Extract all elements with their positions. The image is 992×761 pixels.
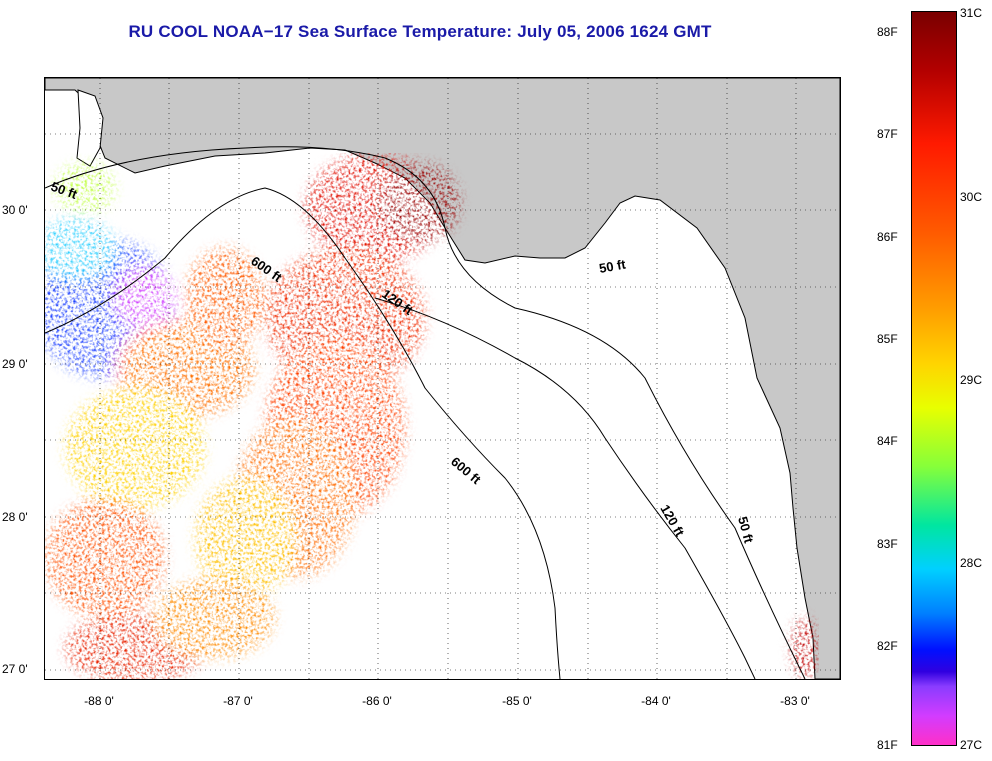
colorbar-f-label: 81F <box>877 738 898 752</box>
colorbar-c-label: 27C <box>960 738 983 752</box>
lon-label: -88 0' <box>84 694 114 708</box>
lon-label: -84 0' <box>641 694 671 708</box>
colorbar-c-label: 31C <box>960 6 983 20</box>
bay-region <box>76 89 104 167</box>
colorbar-f-label: 85F <box>877 332 898 346</box>
contour-label: 120 ft <box>657 502 687 539</box>
depth-contours <box>45 146 806 679</box>
lat-label: 27 0' <box>2 662 28 676</box>
lat-label: 30 0' <box>2 203 28 217</box>
colorbar-f-label: 88F <box>877 25 898 39</box>
grid-lines <box>45 78 840 679</box>
lat-label: 28 0' <box>2 510 28 524</box>
colorbar-c-label: 30C <box>960 190 983 204</box>
temperature-colorbar <box>911 11 957 746</box>
lat-label: 29 0' <box>2 357 28 371</box>
colorbar-f-label: 82F <box>877 639 898 653</box>
colorbar-c-label: 28C <box>960 556 983 570</box>
contour-label: 600 ft <box>448 454 484 488</box>
colorbar-f-label: 83F <box>877 537 898 551</box>
lon-label: -85 0' <box>502 694 532 708</box>
lon-label: -86 0' <box>362 694 392 708</box>
map-title: RU COOL NOAA−17 Sea Surface Temperature:… <box>128 22 712 41</box>
sst-map[interactable]: 50 ft 600 ft 120 ft 50 ft 600 ft 120 ft … <box>44 77 841 680</box>
contour-label: 50 ft <box>735 515 757 545</box>
map-canvas: 50 ft 600 ft 120 ft 50 ft 600 ft 120 ft … <box>45 78 840 679</box>
lon-label: -87 0' <box>223 694 253 708</box>
colorbar-f-label: 86F <box>877 230 898 244</box>
contour-label: 50 ft <box>598 256 628 276</box>
colorbar-f-label: 84F <box>877 434 898 448</box>
lon-label: -83 0' <box>780 694 810 708</box>
colorbar-f-label: 87F <box>877 127 898 141</box>
colorbar-c-label: 29C <box>960 373 983 387</box>
